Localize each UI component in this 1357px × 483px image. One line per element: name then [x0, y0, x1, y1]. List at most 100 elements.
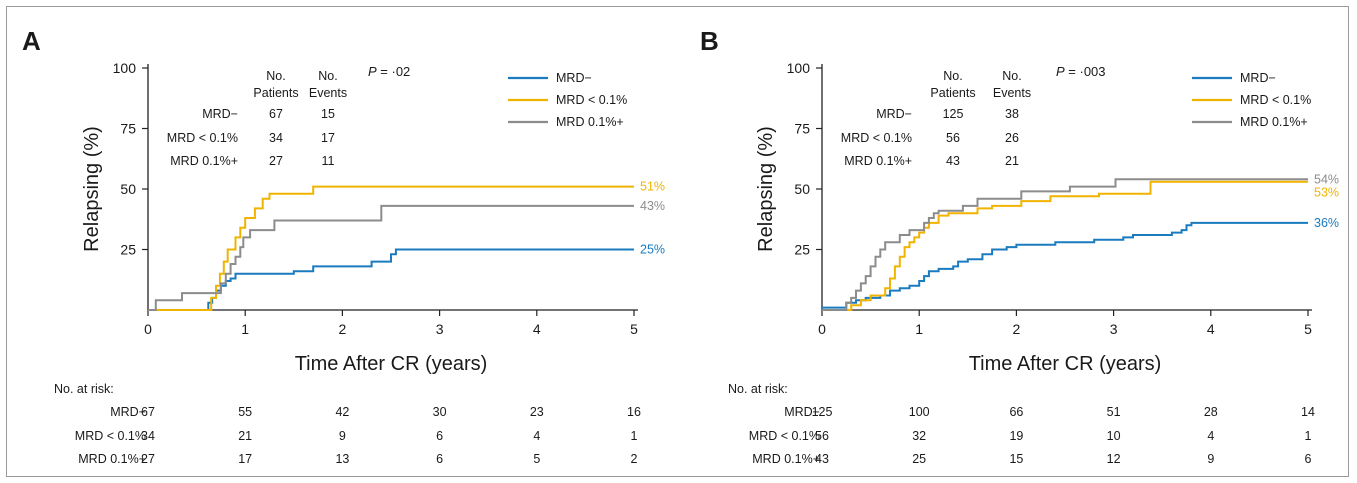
at-risk-value: 19: [1009, 429, 1023, 443]
x-tick-label: 1: [241, 321, 249, 337]
table-patients: 125: [943, 107, 964, 121]
legend-label: MRD−: [556, 71, 592, 85]
x-axis-title: Time After CR (years): [295, 353, 488, 375]
at-risk-value: 42: [335, 405, 349, 419]
legend-label: MRD 0.1%+: [556, 115, 624, 129]
at-risk-value: 51: [1107, 405, 1121, 419]
y-tick-label: 100: [787, 60, 811, 76]
table-header: Events: [309, 86, 347, 100]
at-risk-value: 4: [533, 429, 540, 443]
table-row-label: MRD < 0.1%: [841, 131, 912, 145]
table-events: 38: [1005, 107, 1019, 121]
x-tick-label: 5: [630, 321, 638, 337]
series-line: [148, 185, 634, 311]
at-risk-row-label: MRD 0.1%+: [78, 452, 146, 466]
at-risk-value: 5: [533, 452, 540, 466]
at-risk-row-label: MRD < 0.1%: [749, 429, 820, 443]
end-value-label: 53%: [1314, 185, 1339, 199]
p-value-text: = ·02: [377, 64, 411, 79]
at-risk-value: 100: [909, 405, 930, 419]
x-tick-label: 3: [1110, 321, 1118, 337]
x-tick-label: 5: [1304, 321, 1312, 337]
x-tick-label: 4: [533, 321, 541, 337]
at-risk-value: 66: [1009, 405, 1023, 419]
table-header: No.: [266, 69, 285, 83]
table-row-label: MRD < 0.1%: [167, 131, 238, 145]
at-risk-value: 125: [812, 405, 833, 419]
at-risk-value: 9: [1207, 452, 1214, 466]
at-risk-value: 14: [1301, 405, 1315, 419]
at-risk-value: 67: [141, 405, 155, 419]
y-tick-label: 50: [120, 181, 136, 197]
at-risk-value: 12: [1107, 452, 1121, 466]
series-line: [822, 221, 1308, 309]
y-tick-label: 100: [113, 60, 137, 76]
y-tick-label: 75: [120, 121, 136, 137]
end-value-label: 43%: [640, 199, 665, 213]
at-risk-value: 9: [339, 429, 346, 443]
at-risk-value: 16: [627, 405, 641, 419]
at-risk-value: 2: [631, 452, 638, 466]
p-value: P = ·003: [1056, 64, 1106, 79]
table-events: 17: [321, 131, 335, 145]
p-value-text: = ·003: [1065, 64, 1106, 79]
y-tick-label: 75: [794, 121, 810, 137]
table-header: No.: [318, 69, 337, 83]
at-risk-title: No. at risk:: [54, 382, 114, 396]
x-tick-label: 2: [339, 321, 347, 337]
at-risk-value: 10: [1107, 429, 1121, 443]
y-tick-label: 25: [120, 242, 136, 258]
at-risk-row-label: MRD−: [110, 405, 146, 419]
y-axis-title: Relapsing (%): [81, 126, 103, 252]
table-patients: 34: [269, 131, 283, 145]
at-risk-value: 32: [912, 429, 926, 443]
table-events: 26: [1005, 131, 1019, 145]
legend-label: MRD < 0.1%: [556, 93, 627, 107]
table-patients: 56: [946, 131, 960, 145]
p-value: P = ·02: [368, 64, 410, 79]
at-risk-value: 28: [1204, 405, 1218, 419]
panel-letter: B: [700, 26, 719, 56]
x-tick-label: 0: [144, 321, 152, 337]
at-risk-value: 27: [141, 452, 155, 466]
end-value-label: 25%: [640, 243, 665, 257]
at-risk-row-label: MRD−: [784, 405, 820, 419]
end-value-label: 54%: [1314, 172, 1339, 186]
at-risk-value: 34: [141, 429, 155, 443]
at-risk-value: 13: [335, 452, 349, 466]
table-patients: 43: [946, 154, 960, 168]
y-tick-label: 50: [794, 181, 810, 197]
at-risk-value: 1: [631, 429, 638, 443]
table-header: No.: [1002, 69, 1021, 83]
at-risk-row-label: MRD < 0.1%: [75, 429, 146, 443]
table-events: 15: [321, 107, 335, 121]
legend-label: MRD 0.1%+: [1240, 115, 1308, 129]
at-risk-title: No. at risk:: [728, 382, 788, 396]
at-risk-value: 1: [1305, 429, 1312, 443]
panel-letter: A: [22, 26, 41, 56]
table-header: Patients: [930, 86, 975, 100]
x-tick-label: 1: [915, 321, 923, 337]
table-row-label: MRD−: [202, 107, 238, 121]
table-header: Patients: [253, 86, 298, 100]
at-risk-value: 4: [1207, 429, 1214, 443]
at-risk-value: 55: [238, 405, 252, 419]
x-tick-label: 2: [1013, 321, 1021, 337]
at-risk-row-label: MRD 0.1%+: [752, 452, 820, 466]
at-risk-value: 30: [433, 405, 447, 419]
table-patients: 27: [269, 154, 283, 168]
at-risk-value: 56: [815, 429, 829, 443]
series-line: [822, 178, 1308, 311]
series-line: [148, 204, 634, 311]
y-tick-label: 25: [794, 242, 810, 258]
table-row-label: MRD−: [876, 107, 912, 121]
table-events: 11: [322, 154, 335, 168]
legend-label: MRD−: [1240, 71, 1276, 85]
table-header: Events: [993, 86, 1031, 100]
at-risk-value: 17: [238, 452, 252, 466]
figure-frame: [6, 6, 1349, 477]
at-risk-value: 6: [436, 452, 443, 466]
table-row-label: MRD 0.1%+: [844, 154, 912, 168]
